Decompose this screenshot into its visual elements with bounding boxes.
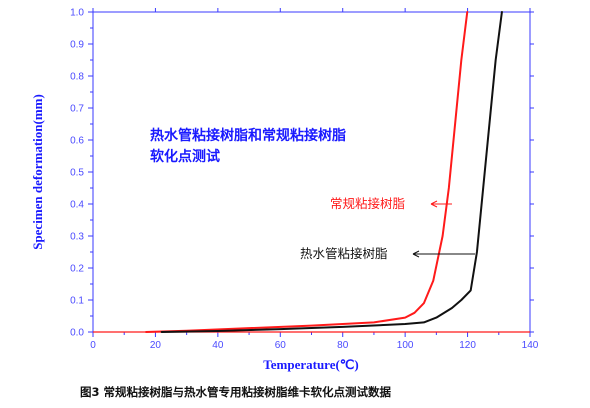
y-tick-label: 0.7 [70, 104, 84, 115]
x-tick-label: 140 [522, 340, 539, 351]
y-tick-label: 0.4 [70, 200, 84, 211]
legend-arrowhead-series-2 [412, 250, 420, 258]
chart: 0 20 40 60 80 100 120 140 0.0 0.1 0.2 0.3 0.4 0.5 0.6 0… [30, 8, 539, 373]
y-axis-title: Specimen deformation(mm) [30, 94, 45, 250]
legend-arrowhead-series-1 [430, 200, 438, 208]
x-tick-label: 60 [275, 340, 287, 351]
x-tick-label: 120 [459, 340, 476, 351]
x-tick-label: 20 [150, 340, 162, 351]
y-tick-label: 0.1 [70, 296, 84, 307]
x-tick-label: 100 [397, 340, 414, 351]
legend-label-series-1: 常规粘接树脂 [330, 196, 405, 211]
legend-series-1: 常规粘接树脂 [330, 196, 452, 211]
series-line-2 [160, 11, 503, 333]
x-tick-label: 0 [90, 340, 96, 351]
figure-caption: 图3 常规粘接树脂与热水管专用粘接树脂维卡软化点测试数据 [80, 385, 392, 399]
y-tick-label: 0.9 [70, 40, 84, 51]
plot-frame [92, 11, 531, 333]
x-axis-title: Temperature(℃) [263, 357, 358, 372]
y-tick-label: 1.0 [70, 8, 84, 19]
series-line-1 [145, 11, 469, 333]
y-tick-label: 0.8 [70, 72, 84, 83]
legend-series-2: 热水管粘接树脂 [300, 246, 475, 261]
x-tick-label: 40 [212, 340, 224, 351]
y-tick-label: 0.2 [70, 264, 84, 275]
series-layer [145, 11, 503, 333]
y-tick-label: 0.5 [70, 168, 84, 179]
chart-annotation-line-2: 软化点测试 [150, 148, 220, 165]
legend-label-series-2: 热水管粘接树脂 [300, 246, 388, 261]
y-tick-label: 0.0 [70, 328, 84, 339]
y-tick-label: 0.6 [70, 136, 84, 147]
x-tick-label: 80 [337, 340, 349, 351]
axis-ticks: 0 20 40 60 80 100 120 140 0.0 0.1 0.2 0.3 0.4 0.5 0.6 0… [70, 8, 539, 352]
chart-annotation-line-1: 热水管粘接树脂和常规粘接树脂 [150, 127, 346, 144]
y-tick-label: 0.3 [70, 232, 84, 243]
